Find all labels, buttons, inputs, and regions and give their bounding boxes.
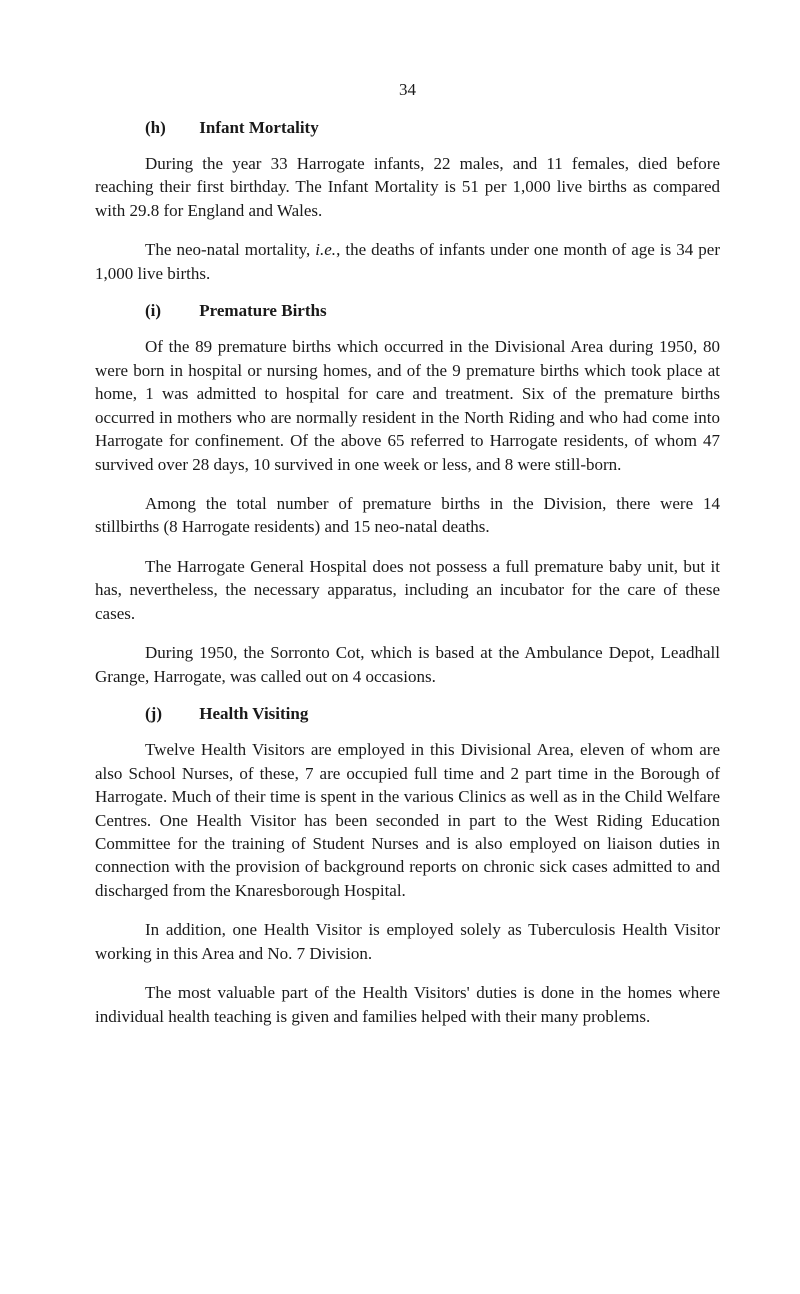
paragraph: Twelve Health Visitors are employed in t…	[95, 738, 720, 902]
section-heading-j: (j) Health Visiting	[145, 704, 720, 724]
section-title: Premature Births	[199, 301, 326, 320]
section-h: (h) Infant Mortality During the year 33 …	[95, 118, 720, 285]
paragraph: During 1950, the Sorronto Cot, which is …	[95, 641, 720, 688]
paragraph: Among the total number of premature birt…	[95, 492, 720, 539]
section-marker: (i)	[145, 301, 195, 321]
section-marker: (j)	[145, 704, 195, 724]
section-heading-i: (i) Premature Births	[145, 301, 720, 321]
section-marker: (h)	[145, 118, 195, 138]
paragraph: In addition, one Health Visitor is emplo…	[95, 918, 720, 965]
section-title: Health Visiting	[199, 704, 308, 723]
section-i: (i) Premature Births Of the 89 premature…	[95, 301, 720, 688]
paragraph: The neo-natal mortality, i.e., the death…	[95, 238, 720, 285]
section-title: Infant Mortality	[199, 118, 318, 137]
section-j: (j) Health Visiting Twelve Health Visito…	[95, 704, 720, 1028]
paragraph: During the year 33 Harrogate infants, 22…	[95, 152, 720, 222]
page-number: 34	[95, 80, 720, 100]
paragraph: The Harrogate General Hospital does not …	[95, 555, 720, 625]
paragraph: Of the 89 premature births which occurre…	[95, 335, 720, 476]
section-heading-h: (h) Infant Mortality	[145, 118, 720, 138]
paragraph: The most valuable part of the Health Vis…	[95, 981, 720, 1028]
